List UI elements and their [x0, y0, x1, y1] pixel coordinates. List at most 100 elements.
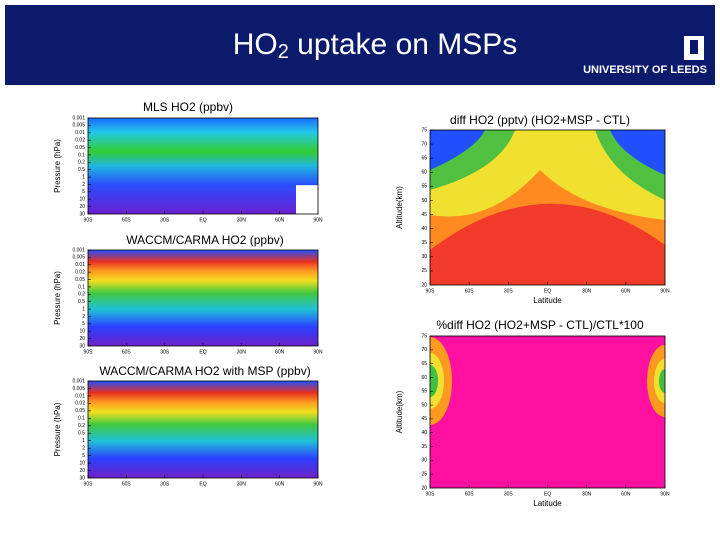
panel-title: %diff HO2 (HO2+MSP - CTL)/CTL*100: [436, 318, 644, 332]
x-tick-label: 90N: [660, 491, 670, 497]
contour-fill: [88, 381, 318, 478]
x-tick-label: 90N: [313, 349, 323, 355]
y-tick-label: 45: [421, 212, 427, 218]
x-tick-label: 90S: [84, 217, 94, 223]
y-tick-label: 55: [421, 184, 427, 190]
y-tick-label: 30: [79, 343, 85, 349]
y-tick-label: 75: [421, 127, 427, 133]
y-tick-label: 5: [82, 453, 85, 459]
y-tick-label: 10: [79, 460, 85, 466]
y-tick-label: 1: [82, 174, 85, 180]
x-tick-label: 30N: [237, 481, 247, 487]
x-tick-label: EQ: [544, 491, 551, 497]
y-tick-label: 0.1: [78, 284, 85, 290]
contour: [88, 118, 318, 214]
y-tick-label: 0.2: [78, 292, 85, 298]
y-tick-label: 0.001: [72, 247, 85, 253]
contour: [88, 381, 318, 478]
x-tick-label: 60N: [275, 217, 285, 223]
y-tick-label: 35: [421, 240, 427, 246]
slide-title: HO2 uptake on MSPs: [233, 28, 518, 63]
x-tick-label: 30S: [160, 349, 170, 355]
y-axis-label: Pressure (hPa): [53, 271, 62, 325]
y-tick-label: 20: [79, 468, 85, 474]
y-tick-label: 0.02: [75, 137, 85, 143]
y-tick-label: 25: [421, 268, 427, 274]
x-tick-label: EQ: [544, 288, 551, 294]
y-tick-label: 45: [421, 416, 427, 422]
y-tick-label: 65: [421, 156, 427, 162]
panel-title: WACCM/CARMA HO2 (ppbv): [126, 233, 284, 247]
y-tick-label: 20: [79, 336, 85, 342]
x-tick-label: 90N: [313, 217, 323, 223]
x-tick-label: EQ: [199, 217, 206, 223]
panel-title: diff HO2 (pptv) (HO2+MSP - CTL): [450, 113, 630, 127]
y-tick-label: 0.5: [78, 431, 85, 437]
x-tick-label: 90S: [426, 491, 436, 497]
y-tick-label: 2: [82, 314, 85, 320]
x-tick-label: 90N: [313, 481, 323, 487]
x-tick-label: 60N: [621, 491, 631, 497]
plots: MLS HO2 (ppbv) Pressure (hPa) 90S 60S 30S EQ 3…: [53, 100, 670, 508]
title-rest: uptake on MSPs: [289, 28, 517, 61]
x-tick-label: 30S: [504, 491, 514, 497]
x-tick-label: 60S: [122, 349, 132, 355]
y-axis-label: Pressure (hPa): [53, 139, 62, 193]
y-tick-label: 20: [421, 485, 427, 491]
header-bar: [5, 5, 715, 85]
y-axis-label: Pressure (hPa): [53, 402, 62, 456]
x-tick-label: 90S: [426, 288, 436, 294]
y-tick-label: 0.02: [75, 401, 85, 407]
y-tick-label: 70: [421, 347, 427, 353]
y-tick-label: 60: [421, 170, 427, 176]
x-tick-label: 90N: [660, 288, 670, 294]
y-tick-label: 50: [421, 198, 427, 204]
y-tick-label: 5: [82, 189, 85, 195]
panel-title: WACCM/CARMA HO2 with MSP (ppbv): [99, 364, 310, 378]
contour: [430, 130, 665, 200]
y-tick-label: 0.01: [75, 393, 85, 399]
x-tick-label: 90S: [84, 481, 94, 487]
y-tick-label: 1: [82, 438, 85, 444]
y-tick-label: 0.01: [75, 262, 85, 268]
contour-fill: [430, 130, 665, 285]
x-tick-label: 60N: [621, 288, 631, 294]
y-tick-label: 0.5: [78, 167, 85, 173]
x-tick-label: 30S: [160, 217, 170, 223]
y-tick-label: 0.02: [75, 269, 85, 275]
contour: [430, 130, 485, 170]
y-tick-label: 0.001: [72, 115, 85, 121]
contour-fill: [88, 118, 318, 214]
y-tick-label: 35: [421, 444, 427, 450]
y-tick-label: 10: [79, 329, 85, 335]
y-tick-label: 30: [421, 458, 427, 464]
y-tick-label: 2: [82, 445, 85, 451]
x-tick-label: 60S: [122, 217, 132, 223]
y-tick-label: 10: [79, 197, 85, 203]
y-tick-label: 55: [421, 389, 427, 395]
contour-fill: [430, 336, 665, 488]
y-axis-label: Altitude(km): [395, 186, 404, 229]
y-tick-label: 0.5: [78, 299, 85, 305]
missing-data: [296, 185, 318, 214]
y-tick-label: 25: [421, 472, 427, 478]
y-tick-label: 70: [421, 141, 427, 147]
y-tick-label: 0.1: [78, 416, 85, 422]
y-tick-label: 0.2: [78, 160, 85, 166]
y-tick-label: 2: [82, 182, 85, 188]
y-tick-label: 20: [79, 204, 85, 210]
y-tick-label: 0.005: [72, 386, 85, 392]
x-tick-label: 30N: [237, 349, 247, 355]
y-tick-label: 20: [421, 282, 427, 288]
y-tick-label: 65: [421, 361, 427, 367]
x-tick-label: 60N: [275, 349, 285, 355]
y-tick-label: 50: [421, 402, 427, 408]
x-tick-label: 30N: [237, 217, 247, 223]
y-tick-label: 1: [82, 306, 85, 312]
y-tick-label: 0.05: [75, 145, 85, 151]
contour: [88, 250, 318, 346]
y-tick-label: 0.005: [72, 123, 85, 129]
title-sub: 2: [278, 41, 289, 63]
logo-text: UNIVERSITY OF LEEDS: [583, 64, 707, 76]
